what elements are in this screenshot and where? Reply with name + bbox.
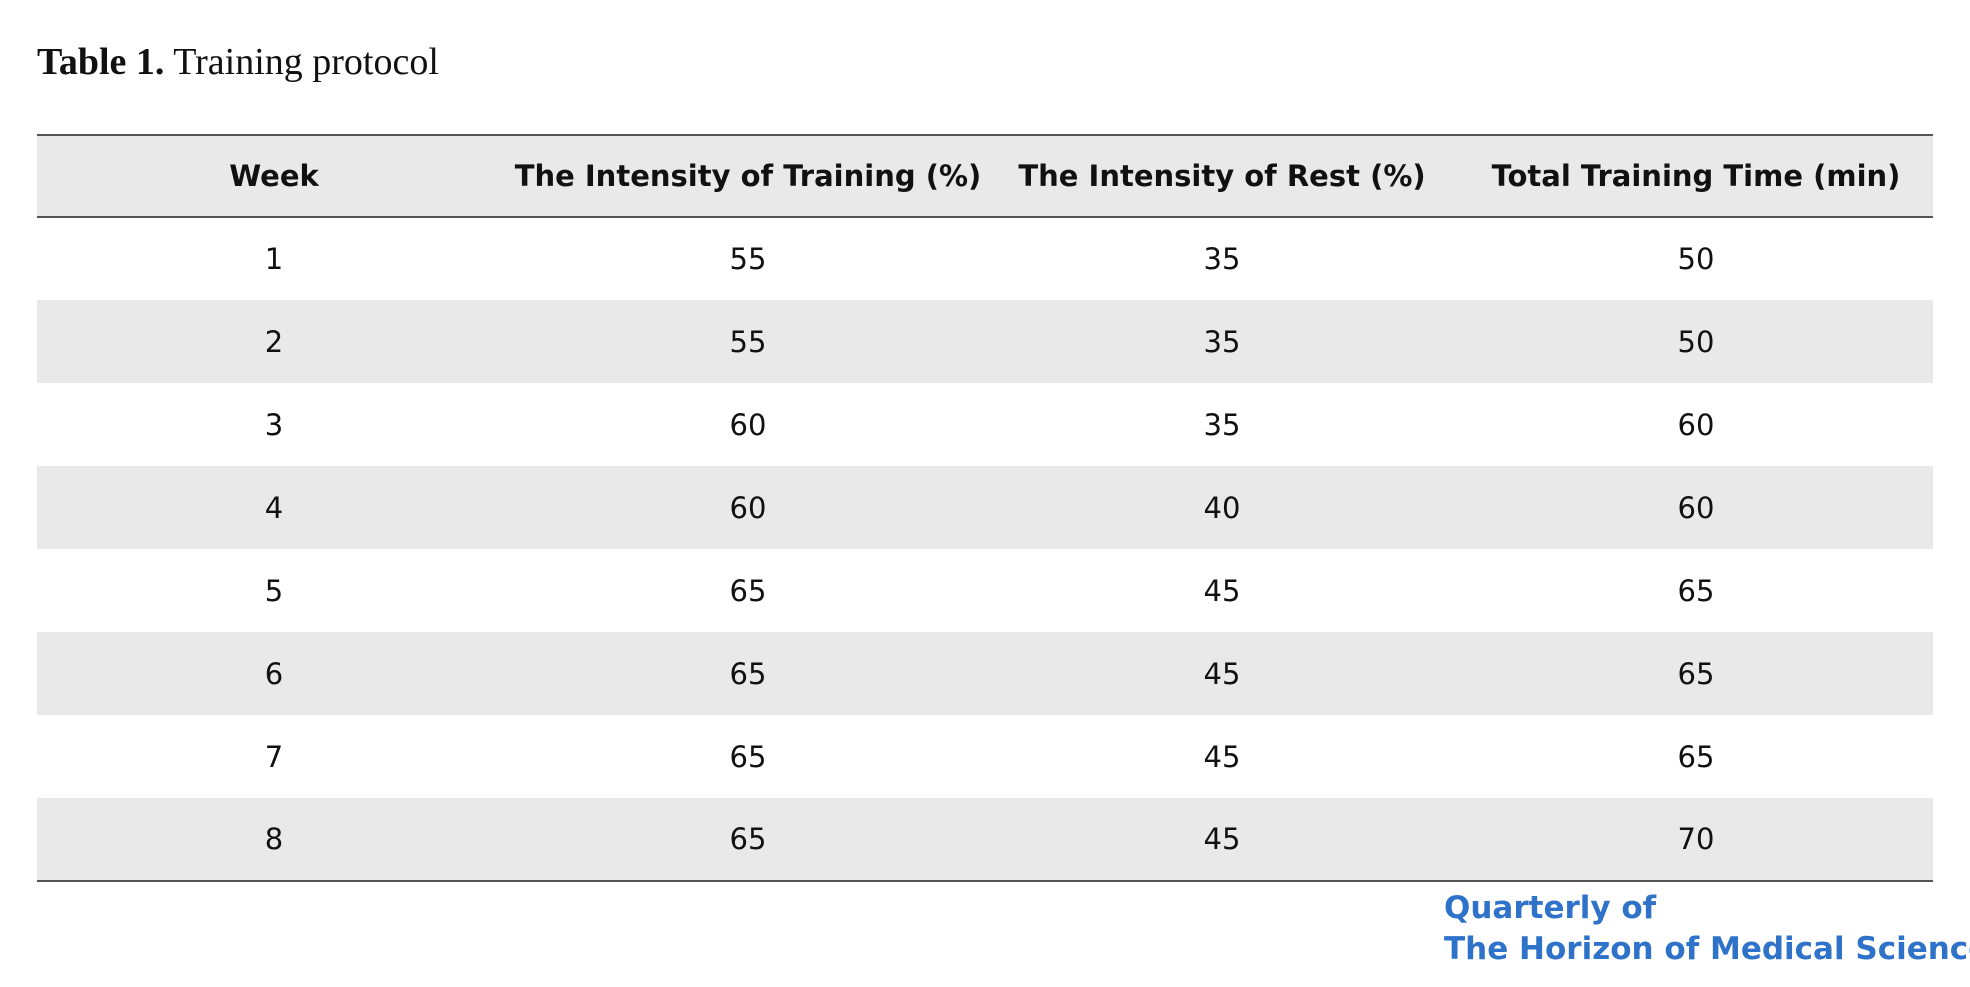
cell-week: 7 bbox=[264, 739, 284, 774]
table-row: 8 65 45 70 bbox=[37, 798, 1933, 882]
table-row: 2 55 35 50 bbox=[37, 300, 1933, 383]
cell-intensity-rest: 45 bbox=[1203, 573, 1241, 608]
training-protocol-table-container: Week The Intensity of Training (%) The I… bbox=[37, 134, 1933, 882]
table-body: 1 55 35 50 2 55 35 50 3 60 35 60 bbox=[37, 217, 1933, 882]
table-caption: Table 1. Training protocol bbox=[37, 38, 439, 86]
cell-total-time: 50 bbox=[1677, 324, 1715, 359]
column-header-intensity-training: The Intensity of Training (%) bbox=[511, 134, 985, 218]
cell-intensity-training: 65 bbox=[729, 656, 767, 691]
cell-week: 4 bbox=[264, 490, 284, 525]
cell-intensity-rest: 40 bbox=[1203, 490, 1241, 525]
cell-intensity-training: 55 bbox=[729, 242, 767, 276]
journal-logo: Quarterly of The Horizon of Medical Scie… bbox=[1444, 888, 1970, 970]
cell-intensity-training: 60 bbox=[729, 490, 767, 525]
journal-logo-line1: Quarterly of bbox=[1444, 890, 1657, 926]
column-header-total-time: Total Training Time (min) bbox=[1459, 134, 1933, 218]
cell-total-time: 60 bbox=[1677, 407, 1715, 442]
table-caption-label: Table 1. bbox=[37, 41, 165, 83]
cell-intensity-rest: 35 bbox=[1203, 324, 1241, 359]
table-row: 3 60 35 60 bbox=[37, 383, 1933, 466]
column-header-intensity-rest: The Intensity of Rest (%) bbox=[985, 134, 1459, 218]
cell-total-time: 65 bbox=[1677, 739, 1715, 774]
cell-week: 6 bbox=[264, 656, 284, 691]
cell-total-time: 65 bbox=[1677, 656, 1715, 691]
table-caption-title: Training protocol bbox=[173, 41, 439, 83]
table-row: 1 55 35 50 bbox=[37, 217, 1933, 300]
column-header-week: Week bbox=[37, 134, 511, 218]
cell-intensity-rest: 45 bbox=[1203, 656, 1241, 691]
cell-intensity-training: 65 bbox=[729, 739, 767, 774]
cell-week: 5 bbox=[264, 573, 284, 608]
table-row: 7 65 45 65 bbox=[37, 715, 1933, 798]
cell-total-time: 50 bbox=[1677, 242, 1715, 276]
table-row: 5 65 45 65 bbox=[37, 549, 1933, 632]
cell-total-time: 65 bbox=[1677, 573, 1715, 608]
cell-intensity-rest: 45 bbox=[1203, 739, 1241, 774]
table-header-row: Week The Intensity of Training (%) The I… bbox=[37, 134, 1933, 218]
table-row: 6 65 45 65 bbox=[37, 632, 1933, 715]
cell-week: 1 bbox=[264, 242, 284, 276]
cell-week: 3 bbox=[264, 407, 284, 442]
cell-intensity-training: 60 bbox=[729, 407, 767, 442]
journal-logo-line2: The Horizon of Medical Sciences bbox=[1444, 931, 1970, 967]
cell-intensity-training: 65 bbox=[729, 573, 767, 608]
cell-week: 8 bbox=[37, 798, 511, 882]
cell-intensity-training: 65 bbox=[511, 798, 985, 882]
cell-total-time: 60 bbox=[1677, 490, 1715, 525]
cell-intensity-rest: 35 bbox=[1203, 242, 1241, 276]
cell-total-time: 70 bbox=[1459, 798, 1933, 882]
cell-intensity-rest: 45 bbox=[985, 798, 1459, 882]
table-row: 4 60 40 60 bbox=[37, 466, 1933, 549]
cell-intensity-training: 55 bbox=[729, 324, 767, 359]
cell-intensity-rest: 35 bbox=[1203, 407, 1241, 442]
cell-week: 2 bbox=[264, 324, 284, 359]
training-protocol-table: Week The Intensity of Training (%) The I… bbox=[37, 134, 1933, 882]
table-header: Week The Intensity of Training (%) The I… bbox=[37, 134, 1933, 218]
